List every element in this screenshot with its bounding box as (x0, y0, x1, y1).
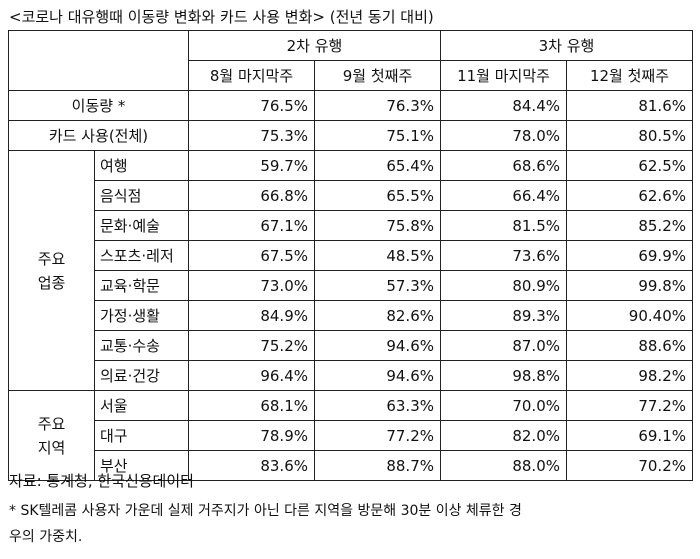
table-row: 카드 사용(전체) 75.3% 75.1% 78.0% 80.5% (8, 120, 693, 151)
table-cell: 73.6% (440, 240, 567, 271)
table-row: 의료·건강 96.4% 94.6% 98.8% 98.2% (9, 360, 693, 391)
table-cell: 68.1% (188, 390, 315, 421)
table-cell: 99.8% (566, 270, 693, 301)
table-row: 문화·예술 67.1% 75.8% 81.5% 85.2% (9, 210, 693, 241)
row-label: 스포츠·레저 (94, 240, 189, 271)
header-corner (8, 30, 189, 91)
table-row: 부산 83.6% 88.7% 88.0% 70.2% (9, 450, 693, 481)
table-cell: 62.5% (566, 150, 693, 181)
group-label-line: 주요 (37, 249, 66, 268)
group-label-line: 주요 (37, 414, 66, 433)
row-label: 음식점 (94, 180, 189, 211)
table-cell: 81.5% (440, 210, 567, 241)
table-cell: 69.1% (566, 420, 693, 451)
table-cell: 66.4% (440, 180, 567, 211)
table-cell: 83.6% (188, 450, 315, 481)
table-cell: 59.7% (188, 150, 315, 181)
table-cell: 69.9% (566, 240, 693, 271)
group-label-industry: 주요 업종 (8, 150, 95, 391)
table-cell: 65.5% (314, 180, 441, 211)
table-cell: 75.1% (314, 120, 441, 151)
header-row-weeks: 8월 마지막주 9월 첫째주 11월 마지막주 12월 첫째주 (9, 60, 693, 91)
table-cell: 88.7% (314, 450, 441, 481)
header-col: 12월 첫째주 (566, 60, 693, 91)
table-cell: 75.8% (314, 210, 441, 241)
table-cell: 67.1% (188, 210, 315, 241)
row-label: 이동량 * (8, 90, 189, 121)
table-row: 교통·수송 75.2% 94.6% 87.0% 88.6% (9, 330, 693, 361)
table-row: 이동량 * 76.5% 76.3% 84.4% 81.6% (8, 90, 693, 121)
table-cell: 67.5% (188, 240, 315, 271)
table-cell: 80.5% (566, 120, 693, 151)
table-row: 대구 78.9% 77.2% 82.0% 69.1% (9, 420, 693, 451)
table-cell: 68.6% (440, 150, 567, 181)
row-label: 여행 (94, 150, 189, 181)
table-cell: 73.0% (188, 270, 315, 301)
table-row: 음식점 66.8% 65.5% 66.4% 62.6% (9, 180, 693, 211)
row-label: 교육·학문 (94, 270, 189, 301)
table-cell: 62.6% (566, 180, 693, 211)
table-cell: 63.3% (314, 390, 441, 421)
table-cell: 78.9% (188, 420, 315, 451)
table-cell: 66.8% (188, 180, 315, 211)
row-label: 교통·수송 (94, 330, 189, 361)
mobility-card-table: 2차 유행 3차 유행 8월 마지막주 9월 첫째주 11월 마지막주 12월 … (8, 30, 693, 481)
table-cell: 57.3% (314, 270, 441, 301)
table-cell: 70.0% (440, 390, 567, 421)
table-cell: 78.0% (440, 120, 567, 151)
footnote-line-2: 우의 가중치. (9, 529, 83, 545)
table-cell: 85.2% (566, 210, 693, 241)
table-cell: 84.9% (188, 300, 315, 331)
header-wave2: 2차 유행 (188, 30, 441, 61)
table-row: 스포츠·레저 67.5% 48.5% 73.6% 69.9% (9, 240, 693, 271)
table-row: 주요 업종 여행 59.7% 65.4% 68.6% 62.5% (8, 150, 693, 391)
header-col: 9월 첫째주 (314, 60, 441, 91)
table-cell: 76.3% (314, 90, 441, 121)
table-cell: 65.4% (314, 150, 441, 181)
table-cell: 87.0% (440, 330, 567, 361)
group-label-line: 업종 (37, 273, 66, 292)
row-label: 대구 (94, 420, 189, 451)
table-cell: 75.2% (188, 330, 315, 361)
group-label-line: 지역 (37, 438, 66, 457)
row-label: 가정·생활 (94, 300, 189, 331)
header-wave3: 3차 유행 (440, 30, 693, 61)
row-label: 문화·예술 (94, 210, 189, 241)
header-row-waves: 2차 유행 3차 유행 (8, 30, 693, 91)
table-cell: 77.2% (314, 420, 441, 451)
row-label: 서울 (94, 390, 189, 421)
table-cell: 90.40% (566, 300, 693, 331)
header-col: 8월 마지막주 (188, 60, 315, 91)
table-row: 교육·학문 73.0% 57.3% 80.9% 99.8% (9, 270, 693, 301)
table-cell: 88.6% (566, 330, 693, 361)
table-cell: 94.6% (314, 360, 441, 391)
source-note: 자료: 통계청, 한국신용데이터 (9, 472, 194, 490)
row-label: 카드 사용(전체) (8, 120, 189, 151)
table-cell: 82.0% (440, 420, 567, 451)
table-cell: 96.4% (188, 360, 315, 391)
group-label-region: 주요 지역 (8, 390, 95, 481)
table-cell: 48.5% (314, 240, 441, 271)
table-cell: 77.2% (566, 390, 693, 421)
table-cell: 80.9% (440, 270, 567, 301)
table-title: <코로나 대유행때 이동량 변화와 카드 사용 변화> (전년 동기 대비) (9, 8, 434, 26)
table-cell: 81.6% (566, 90, 693, 121)
table-cell: 70.2% (566, 450, 693, 481)
table-row: 가정·생활 84.9% 82.6% 89.3% 90.40% (9, 300, 693, 331)
table-cell: 75.3% (188, 120, 315, 151)
footnote-line-1: * SK텔레콤 사용자 가운데 실제 거주지가 아닌 다른 지역을 방문해 30… (9, 503, 522, 519)
table-cell: 82.6% (314, 300, 441, 331)
header-col: 11월 마지막주 (440, 60, 567, 91)
table-cell: 89.3% (440, 300, 567, 331)
table-cell: 98.8% (440, 360, 567, 391)
table-cell: 76.5% (188, 90, 315, 121)
table-cell: 84.4% (440, 90, 567, 121)
table-row: 주요 지역 서울 68.1% 63.3% 70.0% 77.2% (8, 390, 693, 481)
row-label: 의료·건강 (94, 360, 189, 391)
table-cell: 88.0% (440, 450, 567, 481)
table-cell: 98.2% (566, 360, 693, 391)
table-cell: 94.6% (314, 330, 441, 361)
